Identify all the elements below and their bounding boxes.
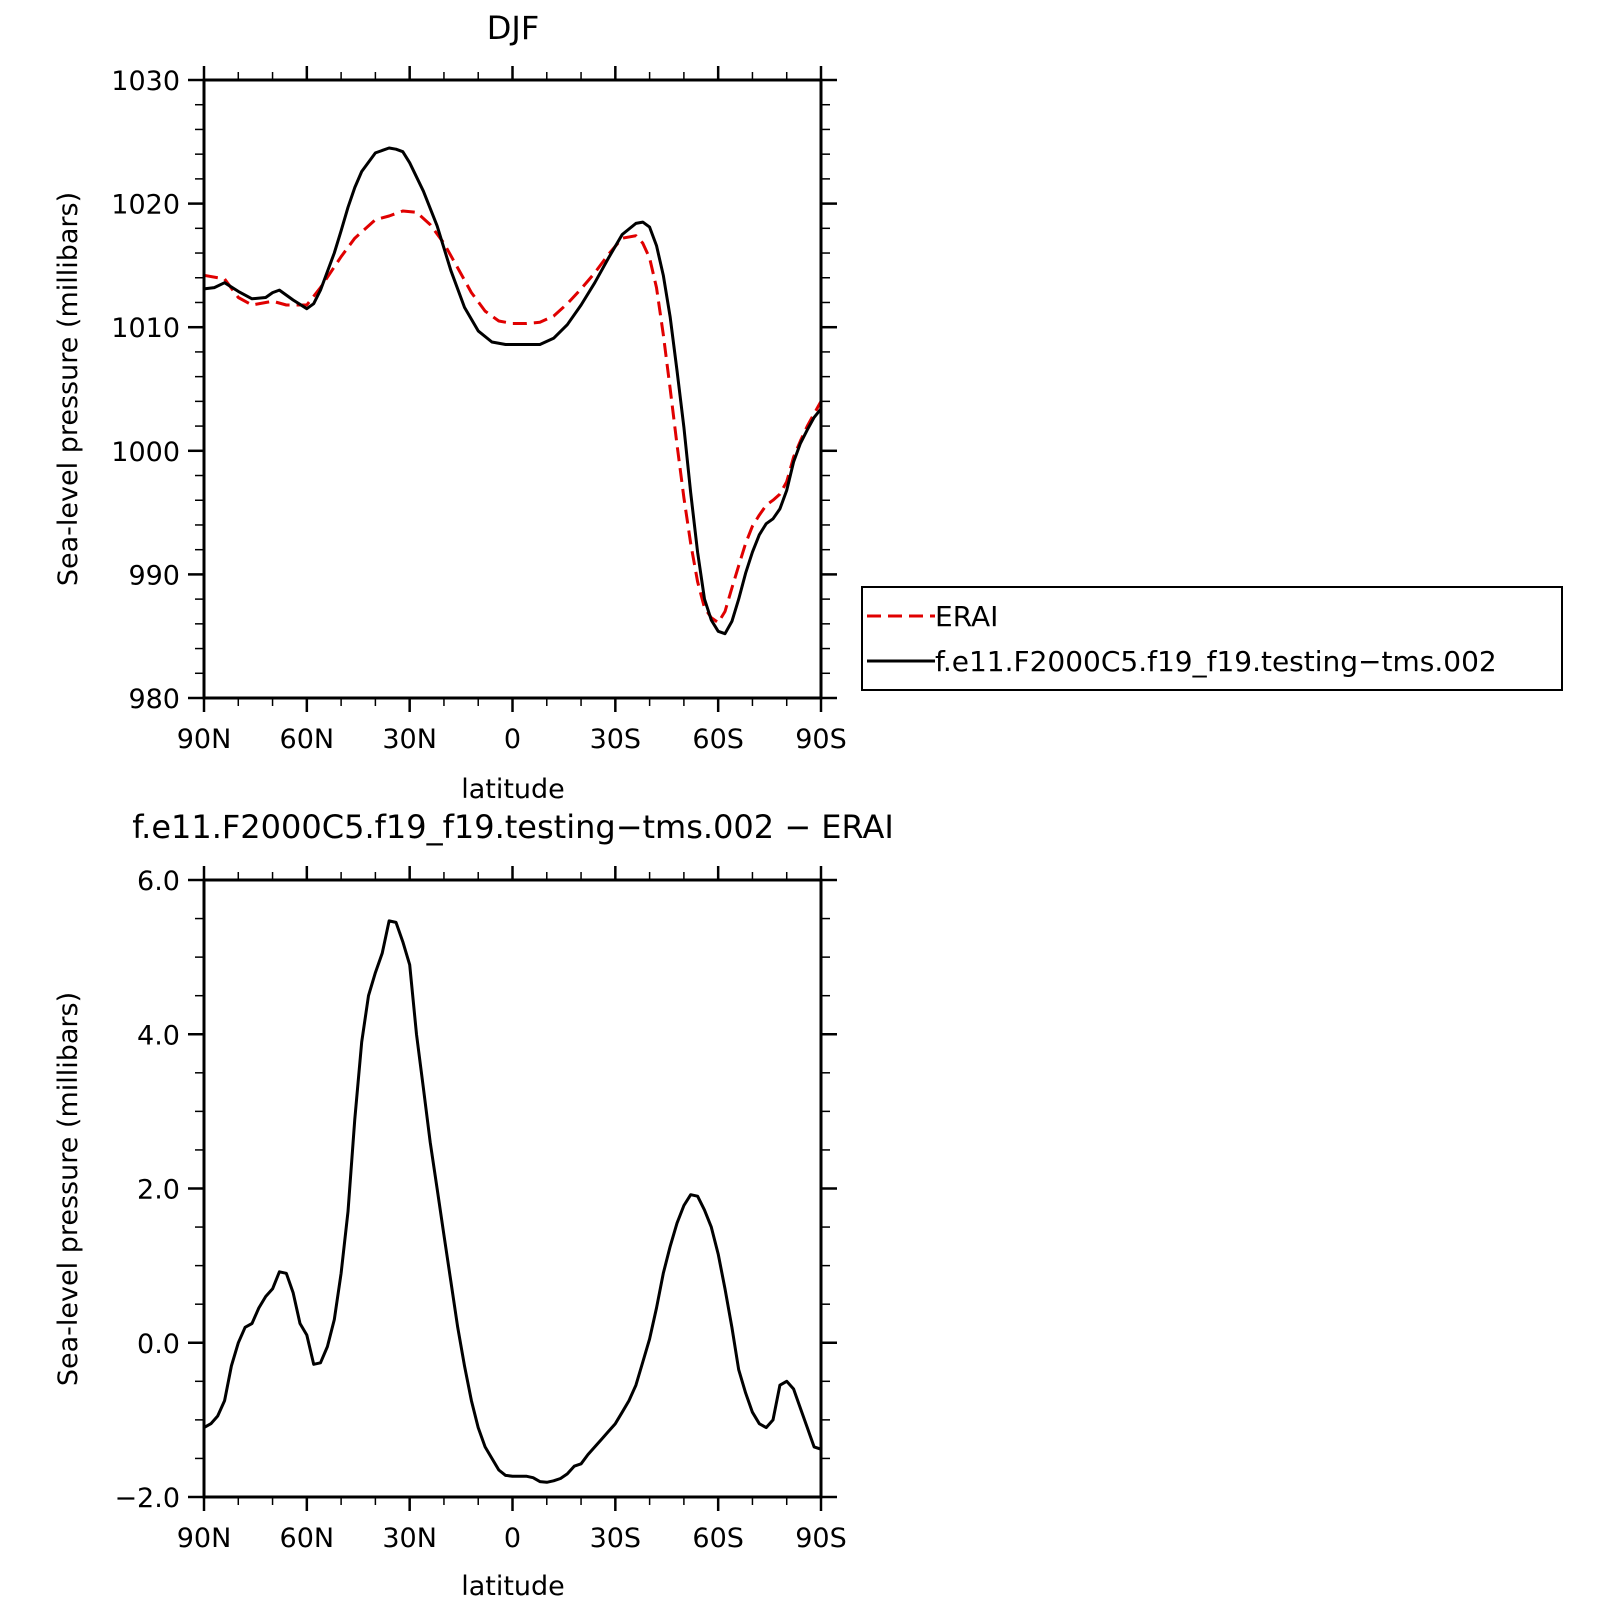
panel-bottom-y-axis-title: Sea-level pressure (millibars) — [53, 992, 84, 1386]
panel-top-y-tick-label: 1030 — [111, 66, 180, 97]
panel-top-x-tick-label: 90S — [795, 724, 847, 755]
panel-bottom-x-tick-label: 90S — [795, 1523, 847, 1554]
panel-top-y-tick-label: 980 — [128, 684, 180, 715]
panel-bottom-frame — [202, 878, 823, 1499]
panel-bottom-ticks — [188, 866, 837, 1511]
panel-slp-difference: f.e11.F2000C5.f19_f19.testing−tms.002 − … — [53, 808, 894, 1602]
panel-bottom-series-line-1 — [203, 919, 822, 1484]
panel-top-frame — [202, 78, 823, 700]
panel-slp-djf: DJF 980 990 1000 1010 1020 1030 90N 60N 30N 0 30S 6… — [53, 9, 847, 805]
panel-bottom-title: f.e11.F2000C5.f19_f19.testing−tms.002 − … — [132, 808, 894, 846]
panel-bottom-y-tick-label: 6.0 — [137, 866, 180, 897]
panel-bottom-x-tick-label: 60S — [692, 1523, 744, 1554]
panel-top-x-tick-label: 30S — [590, 724, 642, 755]
panel-bottom-tick-labels: −2.0 0.0 2.0 4.0 6.0 90N 60N 30N 0 30S 60S 90S — [114, 866, 846, 1554]
panel-top-y-tick-label: 990 — [128, 560, 180, 591]
panel-top-x-tick-label: 30N — [382, 724, 437, 755]
panel-bottom-y-tick-label: 0.0 — [137, 1329, 180, 1360]
legend: ERAI f.e11.F2000C5.f19_f19.testing−tms.0… — [861, 586, 1563, 691]
panel-top-series-group — [203, 146, 823, 636]
panel-top-tick-labels: 980 990 1000 1010 1020 1030 90N 60N 30N 0 30S 60S 90… — [111, 66, 846, 755]
panel-bottom-x-tick-label: 30S — [590, 1523, 642, 1554]
panel-bottom-x-axis-title: latitude — [461, 1571, 565, 1602]
legend-box — [861, 586, 1563, 691]
panel-top-y-tick-label: 1000 — [111, 437, 180, 468]
panel-top-x-tick-label: 90N — [177, 724, 232, 755]
panel-top-x-axis-title: latitude — [461, 774, 565, 805]
panel-bottom-y-tick-label: 2.0 — [137, 1175, 180, 1206]
panel-bottom-x-tick-label: 0 — [504, 1523, 521, 1554]
legend-label-model: f.e11.F2000C5.f19_f19.testing−tms.002 — [935, 645, 1497, 678]
panel-top-x-tick-label: 60S — [692, 724, 744, 755]
panel-bottom-x-tick-label: 60N — [280, 1523, 335, 1554]
panel-top-series-line-2 — [203, 146, 823, 636]
panel-top-y-axis-title: Sea-level pressure (millibars) — [53, 192, 84, 586]
panel-bottom-y-tick-label: −2.0 — [114, 1483, 180, 1514]
panel-bottom-y-tick-label: 4.0 — [137, 1020, 180, 1051]
panel-bottom-series-group — [203, 919, 822, 1484]
panel-top-x-tick-label: 0 — [504, 724, 521, 755]
panel-bottom-x-tick-label: 30N — [382, 1523, 437, 1554]
panel-top-y-tick-label: 1020 — [111, 190, 180, 221]
panel-top-ticks — [188, 66, 837, 712]
panel-bottom-x-tick-label: 90N — [177, 1523, 232, 1554]
panel-top-y-tick-label: 1010 — [111, 313, 180, 344]
panel-top-series-line-1 — [203, 209, 823, 625]
panel-top-title: DJF — [487, 9, 539, 47]
panel-top-x-tick-label: 60N — [280, 724, 335, 755]
legend-label-erai: ERAI — [935, 600, 998, 633]
